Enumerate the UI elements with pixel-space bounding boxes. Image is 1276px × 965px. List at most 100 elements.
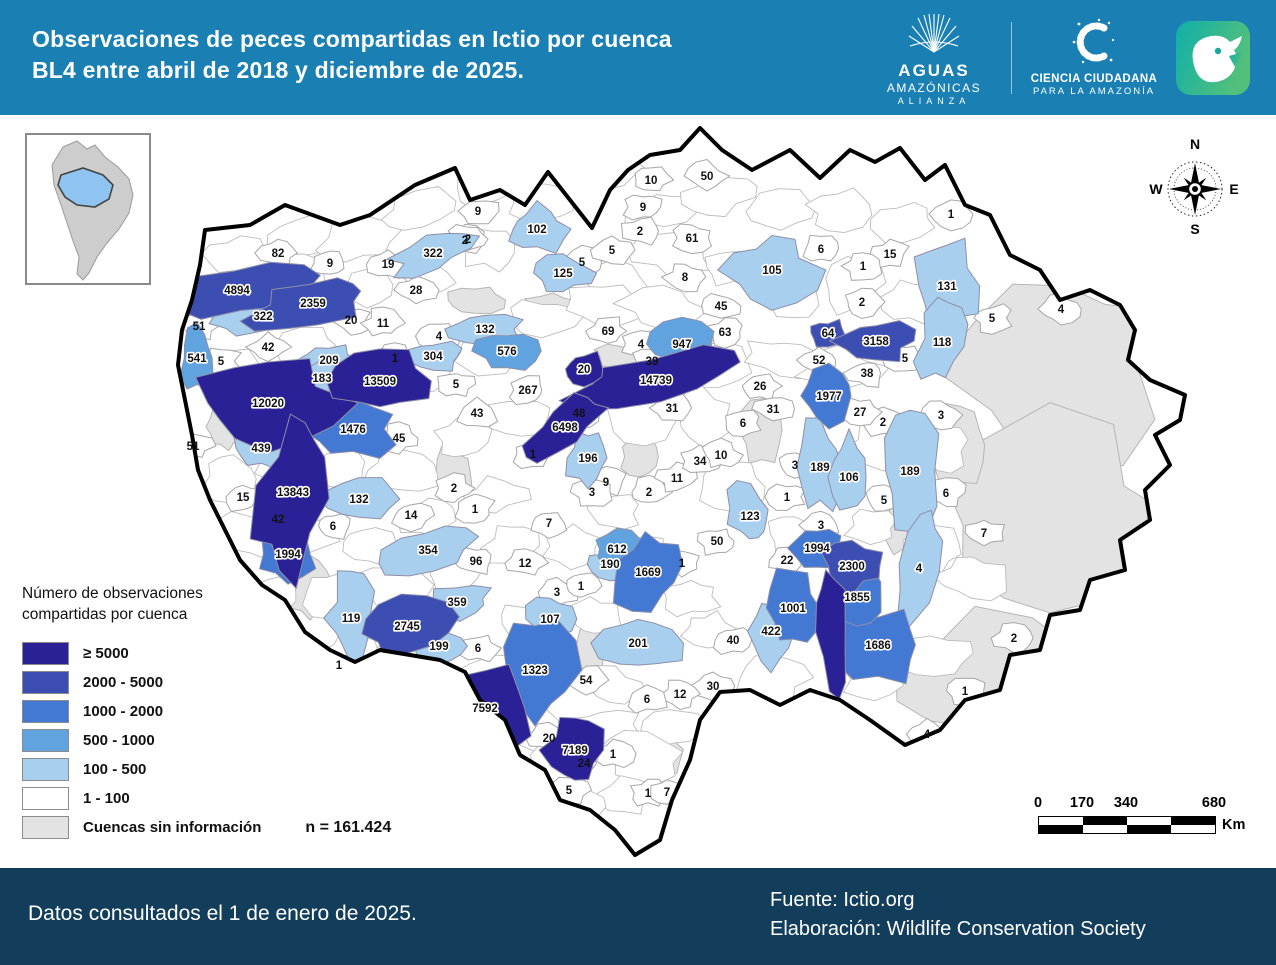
basin-value-label: 43 (471, 408, 484, 420)
basin-value-label: 439 (251, 443, 270, 455)
basin-value-label: 576 (497, 346, 516, 358)
legend-swatch (22, 700, 69, 723)
basin-value-label: 132 (475, 324, 494, 336)
scale-tick: 680 (1201, 795, 1227, 811)
basin-value-label: 1855 (844, 592, 870, 604)
basin-value-label: 51 (187, 441, 200, 453)
south-america-shape (51, 140, 134, 281)
compass-e: E (1229, 181, 1238, 197)
basin-value-label: 7 (664, 787, 670, 799)
amazonia-line: PARA LA AMAZONÍA (1032, 86, 1156, 97)
basin-value-label: 1 (962, 686, 969, 698)
basin-value-label: 322 (253, 311, 272, 323)
basin-value-label: 1323 (522, 665, 548, 677)
basin-value-label: 10 (715, 450, 728, 462)
basin-value-label: 5 (902, 353, 909, 365)
scale-bar: 0 170 340 680 Km (1034, 795, 1253, 843)
basin-value-label: 20 (345, 315, 358, 327)
aguas-amazonicas-logo: AGUAS AMAZÓNICAS ALIANZA (875, 10, 993, 106)
basin-value-label: 69 (602, 326, 615, 338)
basin-value-label: 4 (924, 729, 931, 741)
basin-value-label: 15 (237, 492, 250, 504)
basin-value-label: 96 (470, 556, 483, 568)
basin-value-label: 3 (938, 410, 944, 422)
basin-value-label: 6 (330, 521, 336, 533)
footer-credits: Fuente: Ictio.org Elaboración: Wildlife … (770, 886, 1146, 944)
basin-value-label: 1686 (865, 640, 891, 652)
basin-value-label: 9 (640, 202, 646, 214)
basin-value-label: 26 (754, 381, 767, 393)
basin-value-label: 5 (989, 313, 996, 325)
basin-value-label: 6498 (552, 422, 578, 434)
basin-value-label: 1 (472, 504, 479, 516)
title-line-1: Observaciones de peces compartidas en Ic… (32, 26, 672, 52)
basin-value-label: 123 (740, 511, 759, 523)
basin-value-label: 2 (859, 297, 865, 309)
basin-value-label: 199 (429, 641, 448, 653)
logo-group: AGUAS AMAZÓNICAS ALIANZA CIENCIA CIUDADA… (875, 0, 1250, 115)
legend-rows: ≥ 5000 2000 - 5000 1000 - 2000 500 - 100… (22, 639, 442, 842)
basin-value-label: 2 (1011, 633, 1017, 645)
basin-value-label: 1977 (816, 391, 842, 403)
basin-value-label: 1 (336, 660, 343, 672)
basin-value-label: 61 (686, 233, 699, 245)
basin-value-label: 6 (818, 244, 824, 256)
alianza-word: ALIANZA (897, 95, 971, 106)
basin-value-label: 38 (861, 368, 874, 380)
basin-value-label: 30 (707, 681, 720, 693)
dotted-c-icon (1072, 18, 1115, 64)
ictio-app-icon (1176, 20, 1250, 95)
basin-value-label: 12020 (252, 398, 284, 410)
basin-value-label: 9 (475, 206, 481, 218)
basin-value-label: 24 (578, 758, 591, 770)
basin-value-label: 4 (916, 563, 923, 575)
basin-value-label: 4894 (224, 285, 250, 297)
basin-value-label: 183 (312, 373, 331, 385)
basin-value-label: 9 (327, 258, 333, 270)
basin-value-label: 196 (578, 453, 597, 465)
basin-value-label: 107 (540, 614, 559, 626)
basin-value-label: 27 (854, 407, 867, 419)
basin-value-label: 7189 (562, 745, 588, 757)
basin-value-label: 5 (609, 245, 616, 257)
basin-value-label: 1 (948, 209, 955, 221)
basin-value-label: 4 (436, 331, 443, 343)
footer-bar: Datos consultados el 1 de enero de 2025.… (0, 868, 1276, 965)
basin-value-label: 8 (682, 272, 689, 284)
compass-rose: N S W E (1148, 136, 1242, 237)
basin-value-label: 189 (810, 462, 829, 474)
basin-value-label: 1 (392, 353, 399, 365)
basin-value-label: 4 (1058, 304, 1065, 316)
legend-swatch (22, 787, 69, 810)
basin-value-label: 54 (580, 675, 593, 687)
basin-value-label: 2300 (839, 561, 865, 573)
scale-tick: 0 (1033, 795, 1043, 811)
basin-value-label: 131 (937, 281, 957, 293)
basin-value-label: 1 (784, 492, 791, 504)
basin-value-label: 40 (727, 635, 740, 647)
legend-swatch (22, 671, 69, 694)
basin-value-label: 5 (453, 379, 460, 391)
basin-value-label: 3 (589, 487, 595, 499)
basin-value-label: 20 (543, 733, 556, 745)
basin-value-label: 11 (377, 318, 390, 330)
basin-value-label: 12 (674, 689, 687, 701)
basin-value-label: 15 (884, 249, 897, 261)
basin-value-label: 2 (451, 483, 457, 495)
map-area: 82 9 19 2 20 11 28 51 42 4 5 1 5 43 45 51 267 48 10 50 9 9 2 2 6… (0, 115, 1276, 868)
basin-value-label: 1001 (780, 603, 806, 615)
footer-elaboration: Elaboración: Wildlife Conservation Socie… (770, 918, 1146, 940)
basin-value-label: 51 (193, 321, 206, 333)
basin-value-label: 209 (319, 355, 338, 367)
amazonicas-word: AMAZÓNICAS (886, 80, 982, 95)
basin-value-label: 14739 (640, 375, 672, 387)
basin-value-label: 10 (645, 175, 658, 187)
basin-value-label: 2359 (300, 298, 326, 310)
basin-value-label: 102 (527, 224, 546, 236)
basin-value-label: 42 (272, 514, 285, 526)
basin-value-label: 1669 (635, 567, 661, 579)
legend-swatch (22, 816, 69, 839)
basin-value-label: 4 (638, 339, 645, 351)
basin-value-label: 31 (767, 404, 780, 416)
